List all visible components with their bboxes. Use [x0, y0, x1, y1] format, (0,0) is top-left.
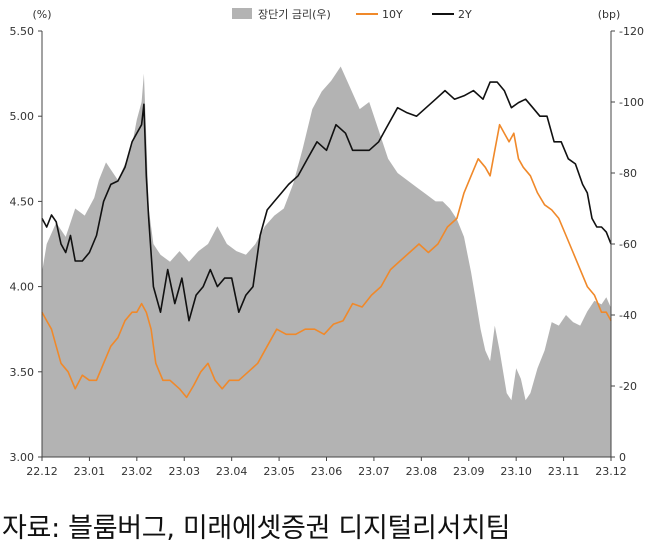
left-tick-label: 3.00 [10, 451, 35, 464]
left-tick-label: 3.50 [10, 366, 35, 379]
y2-line-series [41, 81, 612, 322]
x-tick-label: 22.12 [26, 465, 58, 478]
x-tick-label: 23.02 [121, 465, 153, 478]
left-tick-label: 4.50 [10, 195, 35, 208]
right-tick-label: 0 [619, 451, 626, 464]
x-tick-label: 23.01 [74, 465, 106, 478]
right-tick-label: -20 [619, 380, 637, 393]
left-tick-label: 5.50 [10, 25, 35, 38]
spread-area-series [42, 66, 611, 457]
right-unit-label: (bp) [598, 8, 621, 21]
x-tick-label: 23.08 [406, 465, 438, 478]
right-tick-label: -40 [619, 309, 637, 322]
x-tick-label: 23.06 [311, 465, 343, 478]
right-tick-label: -120 [619, 25, 644, 38]
x-tick-label: 23.12 [595, 465, 627, 478]
legend-label: 2Y [458, 8, 472, 21]
x-tick-label: 23.03 [169, 465, 201, 478]
source-note: 자료: 블룸버그, 미래에셋증권 디지털리서치팀 [2, 513, 511, 544]
x-tick-label: 23.05 [263, 465, 295, 478]
legend-label: 10Y [382, 8, 403, 21]
legend-label: 장단기 금리(우) [258, 8, 331, 21]
left-tick-label: 5.00 [10, 110, 35, 123]
y10-line-series [41, 123, 612, 399]
legend-swatch-spread [232, 8, 252, 19]
right-tick-label: -80 [619, 167, 637, 180]
x-tick-label: 23.09 [453, 465, 485, 478]
right-tick-label: -60 [619, 238, 637, 251]
left-unit-label: (%) [32, 8, 51, 21]
x-tick-label: 23.10 [500, 465, 532, 478]
dual-axis-line-chart: 3.00 3.50 4.00 4.50 5.00 5.50 0 -20 -40 -60 -80 -10… [10, 8, 644, 478]
x-tick-label: 23.07 [358, 465, 390, 478]
x-tick-label: 23.04 [216, 465, 248, 478]
left-tick-label: 4.00 [10, 281, 35, 294]
x-tick-label: 23.11 [548, 465, 580, 478]
right-tick-label: -100 [619, 96, 644, 109]
